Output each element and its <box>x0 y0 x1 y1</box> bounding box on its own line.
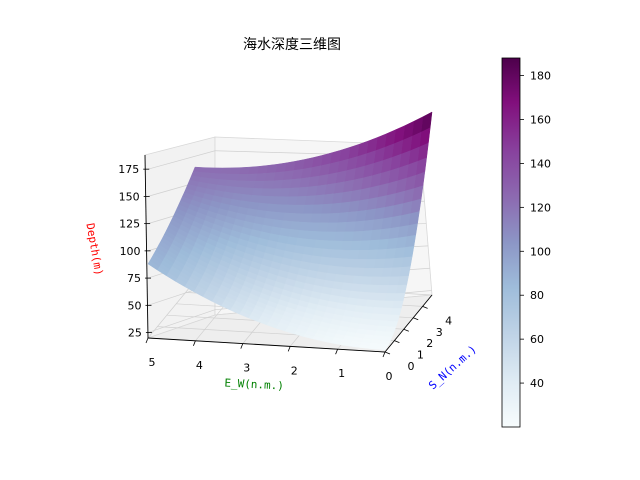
surface-patch <box>147 260 160 271</box>
x-tick-mark <box>287 346 291 352</box>
x-tick-label: 4 <box>196 359 203 372</box>
y-tick-label: 2 <box>426 337 433 350</box>
colorbar-tick-label: 100 <box>530 245 551 258</box>
colorbar-tick-label: 120 <box>530 201 551 214</box>
colorbar-tick-label: 60 <box>530 333 544 346</box>
x-tick-mark <box>193 340 196 346</box>
y-tick-label: 0 <box>408 360 415 373</box>
x-tick-label: 3 <box>243 362 250 375</box>
grid-line <box>147 280 196 339</box>
y-tick-label: 1 <box>417 349 424 362</box>
grid-line <box>147 150 216 170</box>
colorbar-tick-label: 180 <box>530 70 551 83</box>
z-tick-label: 75 <box>127 272 141 285</box>
x-tick-label: 2 <box>291 364 298 377</box>
grid-line <box>147 309 216 333</box>
y-axis-label: S_N(n.m.) <box>426 343 479 393</box>
x-tick-label: 1 <box>338 367 345 380</box>
y-tick-label: 4 <box>445 314 452 327</box>
colorbar: 40 60 80 100 120 140 160 180 <box>501 57 551 428</box>
z-tick-label: 25 <box>128 327 142 340</box>
y-axis-line <box>384 294 433 353</box>
y-tick-mark <box>394 340 400 343</box>
colorbar-tick-label: 160 <box>530 114 551 127</box>
y-tick-label: 3 <box>436 326 443 339</box>
z-tick-label: 150 <box>119 190 140 203</box>
colorbar-tick-label: 40 <box>530 377 544 390</box>
chart-title: 海水深度三维图 <box>243 37 341 53</box>
x-ticks: 5 4 3 2 1 0 <box>145 337 393 383</box>
z-tick-label: 175 <box>118 163 139 176</box>
y-tick-mark <box>413 317 419 321</box>
x-axis-label: E_W(n.m.) <box>224 376 284 392</box>
z-axis-line <box>144 154 149 339</box>
y-tick-mark <box>422 306 428 309</box>
axis-lines <box>144 154 433 353</box>
z-axis-label: Depth(m) <box>83 222 105 276</box>
x-tick-mark <box>240 343 244 349</box>
y-tick-mark <box>403 328 409 332</box>
z-tick-label: 125 <box>119 218 140 231</box>
colorbar-tick-label: 80 <box>530 289 544 302</box>
x-tick-mark <box>382 351 386 358</box>
colorbar-tick-label: 140 <box>530 157 551 170</box>
x-tick-mark <box>335 349 338 355</box>
y-tick-mark <box>384 351 391 355</box>
x-tick-label: 0 <box>386 370 393 383</box>
z-ticks: 25 50 75 100 125 150 175 <box>118 163 152 340</box>
x-tick-mark <box>145 337 149 344</box>
depth-surface <box>147 111 433 351</box>
z-tick-label: 50 <box>127 299 141 312</box>
z-tick-label: 100 <box>120 245 141 258</box>
x-tick-label: 5 <box>149 356 156 369</box>
colorbar-ticks: 40 60 80 100 120 140 160 180 <box>520 70 551 390</box>
surface-patch <box>420 111 433 133</box>
x-axis-line <box>147 337 386 353</box>
colorbar-gradient <box>501 57 521 428</box>
